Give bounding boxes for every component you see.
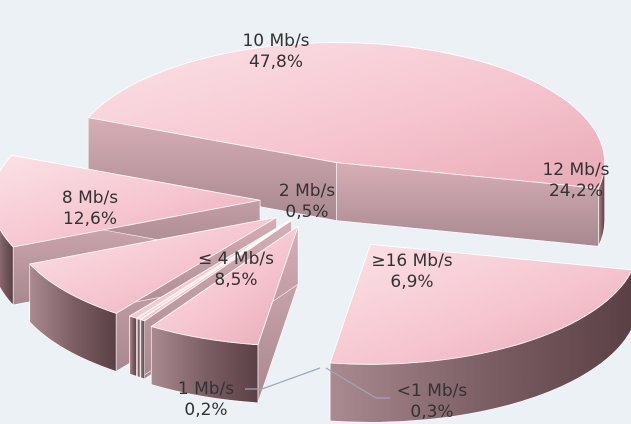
category-label: 10 Mb/s xyxy=(242,31,309,51)
category-label: ≥16 Mb/s xyxy=(371,251,452,271)
pie-slice xyxy=(87,42,606,247)
slice-top xyxy=(329,243,631,365)
slice-top xyxy=(150,225,299,346)
slice-outer-wall xyxy=(140,319,145,380)
value-label: 8,5% xyxy=(214,270,257,290)
category-label: 1 Mb/s xyxy=(178,379,234,399)
category-label: <1 Mb/s xyxy=(397,381,468,401)
slice-outer-wall xyxy=(136,318,141,378)
slice-top xyxy=(87,42,606,189)
value-label: 24,2% xyxy=(549,181,603,201)
value-label: 0,3% xyxy=(410,402,453,422)
category-label: 8 Mb/s xyxy=(62,188,118,208)
value-label: 12,6% xyxy=(63,209,117,229)
category-label: ≤ 4 Mb/s xyxy=(198,249,274,269)
slice-outer-wall xyxy=(129,315,137,377)
value-label: 6,9% xyxy=(390,272,433,292)
pie-slice xyxy=(150,225,299,404)
slice-top xyxy=(136,219,292,320)
slice-top xyxy=(0,154,261,248)
leader-line xyxy=(245,367,321,390)
slice-top xyxy=(139,220,292,322)
leader-line xyxy=(325,367,390,399)
value-label: 0,5% xyxy=(285,202,328,222)
value-label: 47,8% xyxy=(249,52,303,72)
slice-top xyxy=(28,216,277,314)
slice-top xyxy=(128,219,291,319)
value-label: 0,2% xyxy=(184,400,227,420)
category-label: 12 Mb/s xyxy=(542,160,609,180)
category-label: 2 Mb/s xyxy=(279,181,335,201)
